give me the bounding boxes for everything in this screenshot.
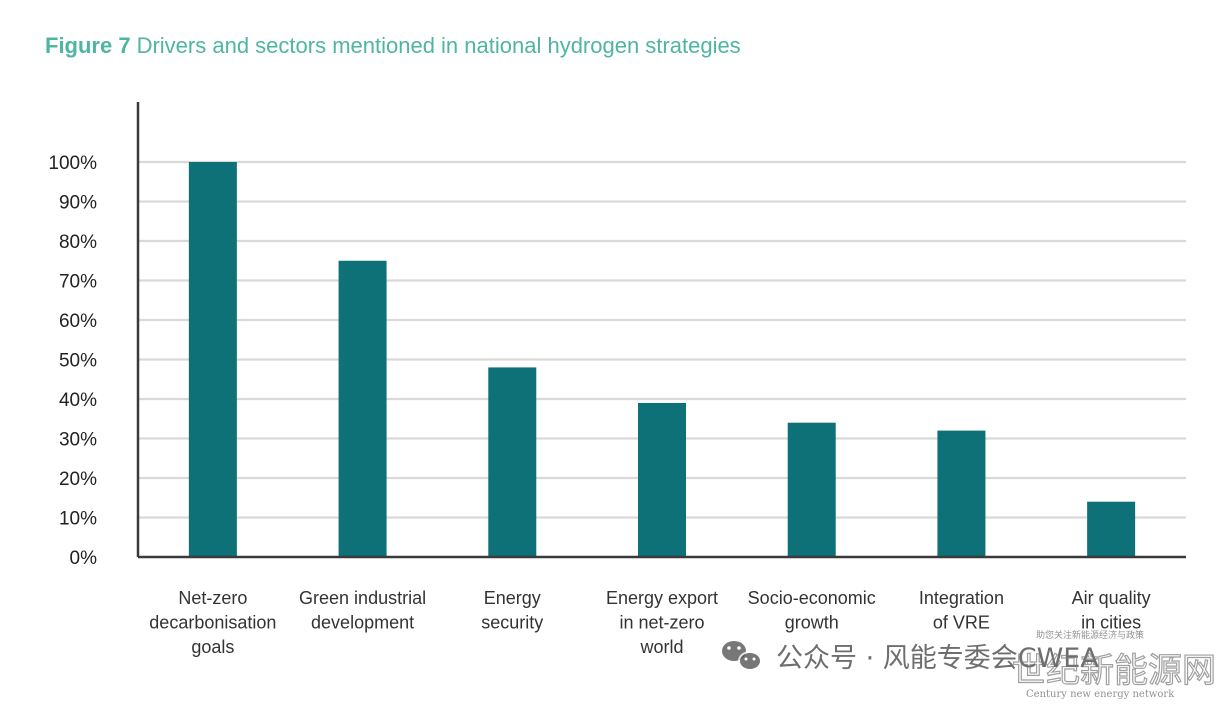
watermark-english-text: Century new energy network: [1026, 689, 1175, 700]
x-tick-label: Socio-economic growth: [748, 588, 876, 633]
x-tick-label: Air quality in cities: [1072, 588, 1151, 633]
axes: [136, 102, 1186, 559]
bar: [638, 402, 686, 557]
y-tick-labels: 0% 10% 20% 30% 40% 50% 60% 70% 80% 90% 100%: [48, 153, 97, 569]
figure-label: Figure 7: [45, 33, 131, 58]
figure-caption: Drivers and sectors mentioned in nationa…: [136, 33, 741, 58]
bars: [188, 162, 1136, 557]
x-tick-labels: Net-zero decarbonisation goals Green indust…: [149, 588, 1150, 657]
x-tick-label: Net-zero decarbonisation goals: [149, 588, 276, 657]
watermark: 公众号 · 风能专委会CWEA 世纪新能源网 助您关注新能源经济与政策 Cent…: [722, 629, 1217, 700]
watermark-big-text: 世纪新能源网: [1012, 651, 1216, 691]
y-tick-label: 90%: [59, 193, 97, 214]
y-tick-label: 10%: [59, 509, 97, 530]
x-tick-label: Energy export in net-zero world: [606, 588, 718, 657]
watermark-text: 公众号 · 风能专委会CWEA: [776, 643, 1099, 674]
bar: [937, 430, 986, 557]
bar: [1087, 501, 1136, 557]
bar: [188, 162, 237, 557]
bar: [787, 422, 836, 557]
y-tick-label: 40%: [59, 390, 97, 411]
y-tick-label: 30%: [59, 430, 97, 451]
watermark-small-text: 助您关注新能源经济与政策: [1036, 629, 1144, 641]
y-tick-label: 80%: [59, 232, 97, 253]
y-tick-label: 0%: [70, 548, 98, 569]
x-tick-label: Green industrial development: [299, 588, 426, 633]
chart-title: Figure 7 Drivers and sectors mentioned in…: [45, 33, 741, 59]
y-tick-label: 100%: [48, 153, 97, 174]
x-tick-label: Energy security: [481, 588, 543, 633]
y-tick-label: 20%: [59, 469, 97, 490]
bar: [488, 367, 537, 557]
bar: [338, 260, 387, 557]
y-tick-label: 70%: [59, 272, 97, 293]
x-tick-label: Integration of VRE: [919, 588, 1004, 633]
wechat-icon: [722, 641, 762, 671]
y-tick-label: 50%: [59, 351, 97, 372]
y-tick-label: 60%: [59, 311, 97, 332]
